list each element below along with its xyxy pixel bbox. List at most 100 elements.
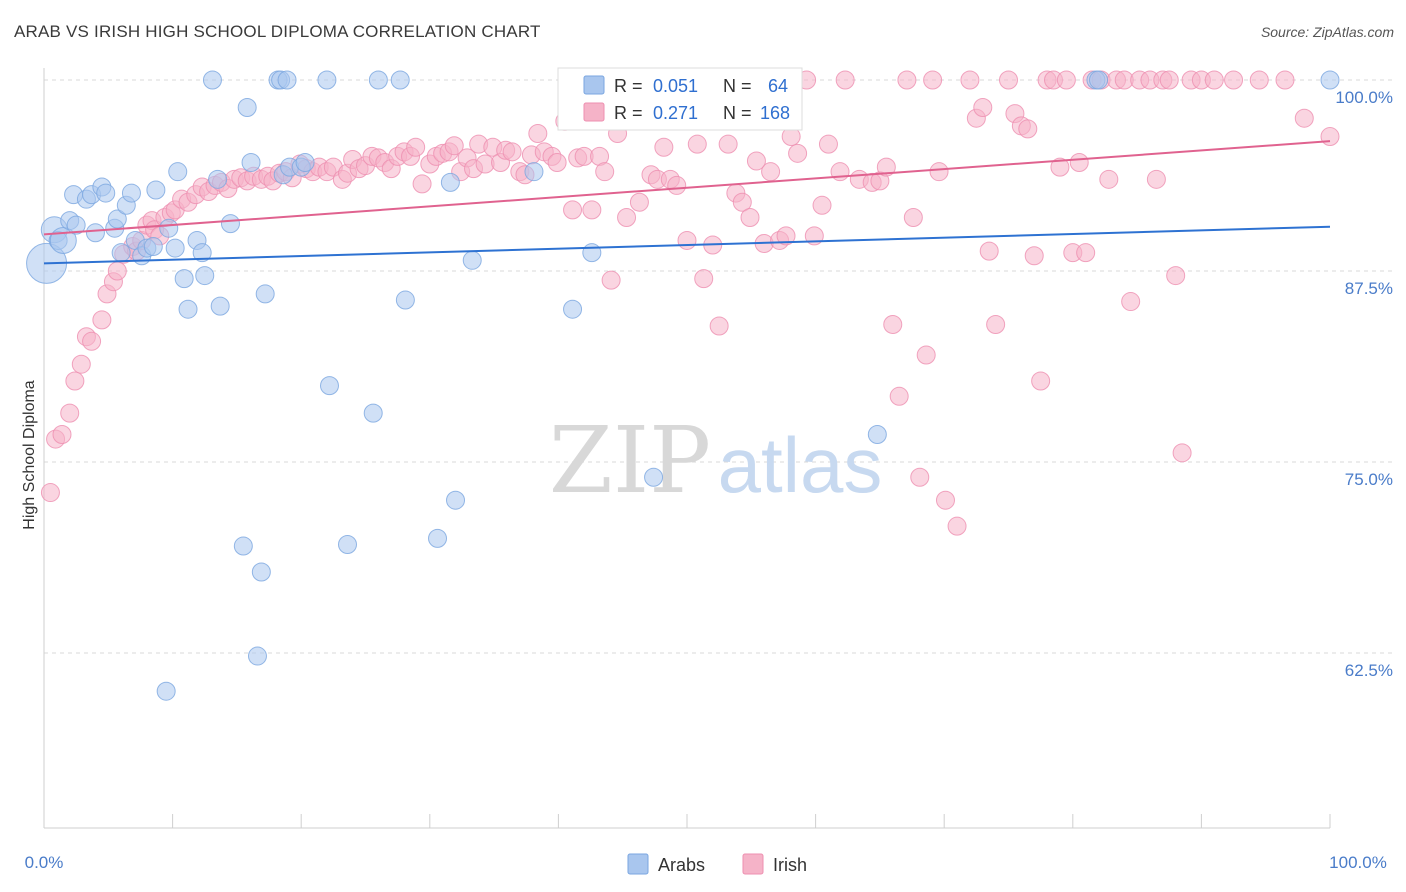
irish-point — [910, 467, 930, 487]
irish-point — [923, 70, 943, 90]
arabs-point — [192, 243, 212, 263]
arabs-point — [524, 162, 544, 182]
x-tick-label: 0.0% — [25, 853, 64, 872]
arabs-point — [428, 528, 448, 548]
irish-point — [617, 208, 637, 228]
irish-point — [1146, 169, 1166, 189]
series-arabs-points — [26, 70, 1340, 701]
irish-point — [1069, 153, 1089, 173]
irish-point — [1018, 119, 1038, 139]
arabs-point — [220, 214, 240, 234]
arabs-point — [1089, 70, 1109, 90]
irish-point — [1050, 157, 1070, 177]
arabs-point — [146, 180, 166, 200]
arabs-point — [210, 296, 230, 316]
arabs-trend-line — [43, 225, 1331, 265]
irish-point — [528, 123, 548, 143]
arabs-point — [241, 153, 261, 173]
arabs-point — [111, 243, 131, 263]
bottom-legend: Arabs Irish — [627, 853, 807, 875]
irish-point — [761, 162, 781, 182]
y-tick-label: 87.5% — [1345, 279, 1393, 298]
bottom-legend-swatch-arabs — [627, 853, 649, 875]
irish-point — [812, 195, 832, 215]
arabs-point — [390, 70, 410, 90]
arabs-point — [96, 183, 116, 203]
irish-point — [547, 153, 567, 173]
arabs-point — [867, 424, 887, 444]
irish-point — [1121, 292, 1141, 312]
irish-point — [687, 134, 707, 154]
arabs-point — [66, 215, 86, 235]
irish-point — [667, 175, 687, 195]
irish-point — [979, 241, 999, 261]
y-axis-label: High School Diploma — [21, 380, 38, 530]
irish-point — [502, 142, 522, 162]
irish-point — [1320, 127, 1340, 147]
irish-point — [1099, 169, 1119, 189]
arabs-point — [319, 376, 339, 396]
legend-r-value-arabs: 0.051 — [653, 76, 698, 96]
irish-point — [935, 490, 955, 510]
trend-lines — [43, 140, 1331, 265]
irish-point — [776, 226, 796, 246]
irish-point — [876, 157, 896, 177]
arabs-point — [368, 70, 388, 90]
x-tick-labels: 0.0% 100.0% — [25, 853, 1387, 872]
arabs-point — [255, 284, 275, 304]
chart-source: Source: ZipAtlas.com — [1260, 24, 1394, 40]
arabs-point — [462, 250, 482, 270]
legend-swatch-arabs — [583, 75, 605, 95]
arabs-point — [174, 269, 194, 289]
irish-point — [889, 386, 909, 406]
irish-point — [595, 162, 615, 182]
arabs-point — [277, 70, 297, 90]
irish-point — [71, 354, 91, 374]
x-tick-label: 100.0% — [1329, 853, 1387, 872]
irish-point — [412, 174, 432, 194]
irish-point — [92, 310, 112, 330]
irish-point — [718, 134, 738, 154]
irish-point — [1076, 243, 1096, 263]
y-tick-label: 100.0% — [1335, 88, 1393, 107]
irish-point — [746, 151, 766, 171]
watermark-zip: ZIP — [549, 407, 711, 514]
irish-point — [1159, 70, 1179, 90]
irish-point — [1056, 70, 1076, 90]
irish-point — [563, 200, 583, 220]
irish-point — [973, 98, 993, 118]
irish-point — [999, 70, 1018, 90]
arabs-point — [440, 172, 460, 192]
irish-trend-line — [43, 140, 1331, 236]
legend-n-label-arabs: N = — [723, 76, 752, 96]
y-tick-label: 62.5% — [1345, 661, 1393, 680]
irish-point — [65, 371, 85, 391]
y-tick-label: 75.0% — [1345, 470, 1393, 489]
irish-point — [654, 137, 674, 157]
arabs-point — [1320, 70, 1340, 90]
arabs-point — [237, 98, 257, 118]
irish-point — [677, 230, 697, 250]
arabs-point — [446, 490, 466, 510]
irish-point — [629, 192, 649, 212]
irish-point — [1275, 70, 1295, 90]
legend-swatch-irish — [583, 102, 605, 122]
irish-point — [82, 331, 102, 351]
arabs-point — [644, 467, 664, 487]
irish-point — [694, 269, 714, 289]
arabs-point — [337, 535, 357, 555]
bottom-legend-label-arabs: Arabs — [658, 855, 705, 875]
arabs-point — [251, 562, 271, 582]
arabs-point — [143, 237, 163, 257]
irish-point — [601, 270, 621, 290]
arabs-point — [156, 681, 176, 701]
irish-point — [897, 70, 917, 90]
irish-point — [929, 162, 949, 182]
chart-title: ARAB VS IRISH HIGH SCHOOL DIPLOMA CORREL… — [14, 22, 541, 41]
arabs-point — [295, 153, 315, 173]
irish-point — [1224, 70, 1244, 90]
arabs-point — [195, 266, 215, 286]
arabs-point — [363, 403, 383, 423]
irish-point — [406, 137, 426, 157]
